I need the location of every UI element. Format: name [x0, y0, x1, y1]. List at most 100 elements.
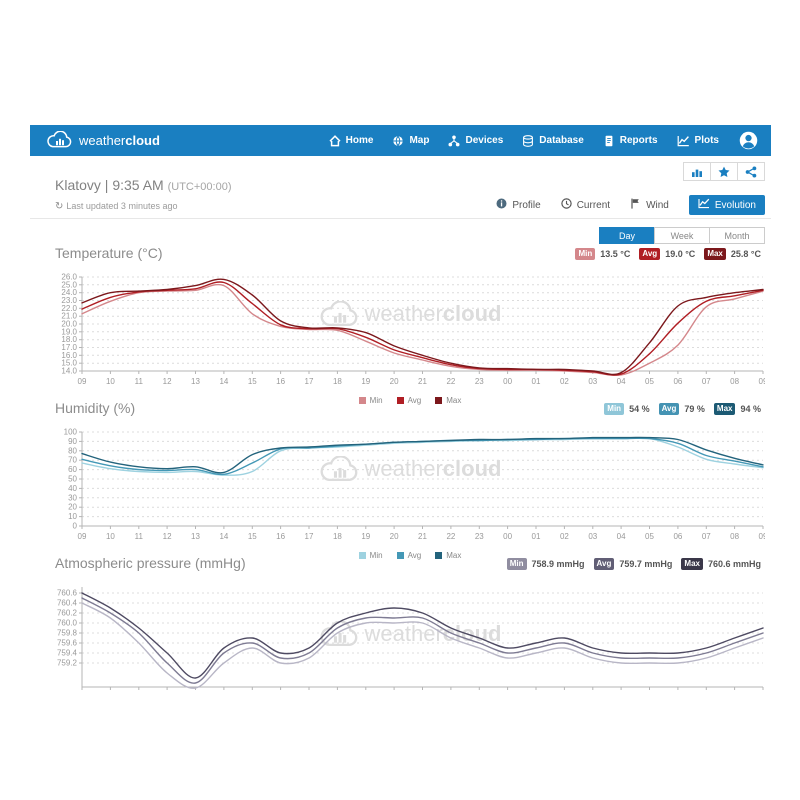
svg-text:09: 09 — [78, 377, 87, 386]
view-switcher: Profile Current Wind Evolution — [496, 195, 765, 215]
svg-text:16: 16 — [276, 532, 285, 541]
svg-text:759.6: 759.6 — [57, 639, 78, 648]
temperature-stats: Min 13.5 °C Avg 19.0 °C Max 25.8 °C — [575, 245, 765, 260]
svg-text:100: 100 — [64, 428, 78, 437]
svg-text:05: 05 — [645, 532, 654, 541]
quick-actions — [683, 162, 765, 181]
database-icon — [522, 134, 534, 147]
nav-item-plots[interactable]: Plots — [677, 135, 719, 147]
svg-text:08: 08 — [730, 532, 739, 541]
view-current[interactable]: Current — [561, 198, 610, 212]
svg-text:12: 12 — [163, 377, 172, 386]
svg-text:760.4: 760.4 — [57, 599, 78, 608]
svg-text:09: 09 — [759, 377, 765, 386]
pressure-section: Atmospheric pressure (mmHg) Min 758.9 mmH… — [55, 555, 765, 690]
tab-week[interactable]: Week — [654, 227, 710, 244]
nav-item-home[interactable]: Home — [329, 134, 373, 147]
stat-badge-min: Min — [604, 403, 625, 415]
navbar: weathercloud Home Map Devices Database R… — [30, 125, 771, 156]
tab-day[interactable]: Day — [599, 227, 655, 244]
svg-text:04: 04 — [617, 377, 626, 386]
stat-badge-max: Max — [713, 403, 736, 415]
svg-text:01: 01 — [532, 377, 541, 386]
watermark: weathercloud — [319, 301, 501, 327]
view-evolution[interactable]: Evolution — [688, 195, 765, 215]
pressure-stats: Min 758.9 mmHg Avg 759.7 mmHg Max 760.6 mmHg — [506, 555, 765, 570]
svg-text:60: 60 — [68, 465, 77, 474]
svg-text:90: 90 — [68, 437, 77, 446]
stat-badge-max: Max — [681, 558, 703, 570]
pressure-chart: weathercloud 760.6 760.4 760.2 760.0 759.8 75… — [55, 581, 765, 690]
legend-item-min: Min — [358, 551, 383, 560]
user-avatar[interactable] — [738, 130, 759, 151]
favorite-button[interactable] — [710, 162, 738, 181]
svg-text:70: 70 — [68, 456, 77, 465]
temperature-section: Temperature (°C) Min 13.5 °C Avg 19.0 °C Max… — [55, 245, 765, 405]
svg-text:18: 18 — [333, 377, 342, 386]
svg-text:20.0: 20.0 — [61, 320, 77, 329]
nav-menu: Home Map Devices Database Reports Plots — [329, 130, 759, 151]
tab-month[interactable]: Month — [709, 227, 765, 244]
svg-text:15.0: 15.0 — [61, 359, 77, 368]
svg-text:02: 02 — [560, 532, 569, 541]
svg-text:08: 08 — [730, 377, 739, 386]
svg-text:00: 00 — [503, 377, 512, 386]
svg-text:760.0: 760.0 — [57, 619, 78, 628]
stat-value-avg: 759.7 mmHg — [619, 559, 673, 569]
nav-item-devices[interactable]: Devices — [448, 135, 503, 147]
svg-text:759.2: 759.2 — [57, 659, 78, 668]
refresh-icon[interactable]: ↻ — [55, 201, 64, 212]
view-wind[interactable]: Wind — [630, 198, 669, 212]
svg-text:50: 50 — [68, 475, 77, 484]
humidity-legend: Min Avg Max — [55, 551, 765, 560]
header-divider — [30, 218, 771, 219]
stat-value-min: 54 % — [629, 404, 650, 414]
stat-value-max: 25.8 °C — [730, 249, 761, 259]
nav-item-database[interactable]: Database — [522, 134, 584, 147]
nav-item-map[interactable]: Map — [392, 135, 429, 147]
chart-title-pressure: Atmospheric pressure (mmHg) — [55, 555, 246, 571]
svg-text:09: 09 — [78, 532, 87, 541]
compare-chart-button[interactable] — [683, 162, 711, 181]
watermark-cloud-icon — [320, 456, 358, 482]
station-name-time: Klatovy | 9:35 AM — [55, 177, 164, 193]
svg-text:22: 22 — [446, 377, 455, 386]
view-profile[interactable]: Profile — [496, 198, 541, 212]
svg-text:80: 80 — [68, 446, 77, 455]
bar-chart-icon — [692, 169, 702, 177]
svg-text:14: 14 — [219, 377, 228, 386]
svg-text:759.4: 759.4 — [57, 649, 78, 658]
stat-badge-avg: Avg — [593, 558, 615, 570]
svg-text:22: 22 — [446, 532, 455, 541]
stat-badge-avg: Avg — [639, 248, 661, 260]
wind-flag-icon — [630, 198, 641, 212]
legend-item-avg: Avg — [396, 551, 421, 560]
svg-text:15: 15 — [248, 532, 257, 541]
legend-item-max: Max — [435, 396, 461, 405]
weathercloud-logo[interactable]: weathercloud — [46, 130, 160, 151]
share-button[interactable] — [737, 162, 765, 181]
svg-text:22.0: 22.0 — [61, 304, 77, 313]
temperature-plot: 26.025.024.023.022.021.020.019.018.017.0… — [61, 273, 765, 387]
svg-text:19: 19 — [361, 377, 370, 386]
svg-text:760.6: 760.6 — [57, 589, 78, 598]
svg-text:03: 03 — [588, 532, 597, 541]
svg-text:21: 21 — [418, 532, 427, 541]
humidity-stats: Min 54 % Avg 79 % Max 94 % — [604, 400, 765, 415]
nav-item-reports[interactable]: Reports — [603, 135, 658, 147]
svg-text:21: 21 — [418, 377, 427, 386]
stat-value-avg: 19.0 °C — [665, 249, 696, 259]
stat-value-max: 94 % — [740, 404, 761, 414]
svg-text:14.0: 14.0 — [61, 367, 77, 376]
svg-text:23: 23 — [475, 377, 484, 386]
svg-text:12: 12 — [163, 532, 172, 541]
svg-text:0: 0 — [73, 522, 78, 531]
chart-title-humidity: Humidity (%) — [55, 400, 136, 416]
evolution-chart-icon — [698, 198, 710, 212]
stat-badge-max: Max — [704, 248, 726, 260]
temperature-legend: Min Avg Max — [55, 396, 765, 405]
stat-value-min: 13.5 °C — [600, 249, 631, 259]
svg-text:20: 20 — [390, 532, 399, 541]
svg-text:05: 05 — [645, 377, 654, 386]
